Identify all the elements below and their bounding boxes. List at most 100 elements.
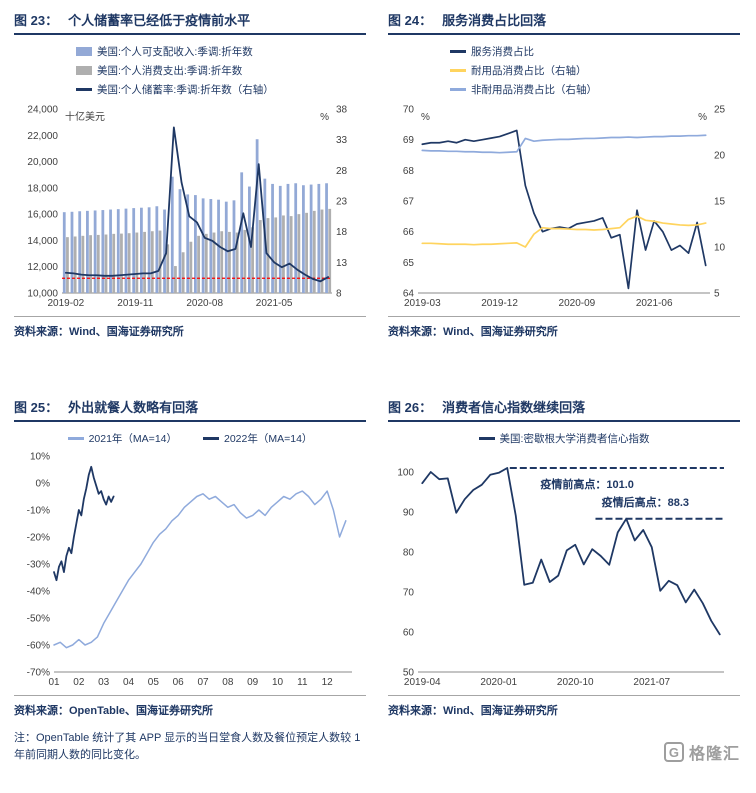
bar [228, 231, 231, 293]
y-axis-tick-label: -40% [27, 587, 50, 598]
bar [109, 209, 112, 293]
y-axis-tick-label: 50 [403, 668, 415, 679]
right-axis-unit-label: % [698, 112, 707, 123]
panel-fig23: 图 23： 个人储蓄率已经低于疫情前水平 美国:个人可支配收入:季调:折年数 美国… [14, 10, 366, 339]
y-axis-tick-label: 22,000 [27, 131, 58, 142]
panel-title-fig23: 图 23： 个人储蓄率已经低于疫情前水平 [14, 10, 366, 35]
figure-title: 消费者信心指数继续回落 [442, 400, 586, 415]
bar [282, 215, 285, 293]
bar [243, 229, 247, 293]
legend-swatch [450, 50, 466, 53]
y-axis-tick-label: -20% [27, 533, 50, 544]
bar [328, 208, 332, 293]
figure-number: 图 24： [388, 13, 433, 28]
bar [286, 183, 290, 293]
bar [189, 241, 193, 293]
chart-service-consumption-share: 64 65 66 67 68 69 70 5 10 15 20 25% % 2019-03 2019-12 2… [403, 105, 726, 310]
right-axis-tick-label: 10 [714, 243, 726, 254]
bar [120, 233, 123, 293]
bar [112, 233, 116, 293]
figure-number: 图 23： [14, 13, 59, 28]
page-footer: 注：OpenTable 统计了其 APP 显示的当日堂食人数及餐位预定人数较 1… [0, 718, 756, 764]
right-axis-unit-label: % [320, 112, 329, 123]
right-axis-tick-label: 28 [336, 166, 348, 177]
bar [101, 210, 105, 293]
x-axis-tick-label: 2019-11 [117, 298, 153, 309]
bar [274, 217, 278, 293]
chart-legend: 服务消费占比 耐用品消费占比（右轴） 非耐用品消费占比（右轴） [388, 44, 740, 97]
x-axis-tick-label: 11 [297, 677, 308, 688]
y-axis-tick-label: 69 [403, 135, 415, 146]
right-axis-tick-label: 33 [336, 135, 348, 146]
bar [294, 183, 298, 293]
source-text: OpenTable、国海证券研究所 [69, 705, 214, 717]
bar [81, 235, 85, 293]
x-axis-tick-label: 05 [148, 677, 160, 688]
annotation-label: 疫情前高点：101.0 [540, 477, 634, 491]
x-axis-tick-label: 01 [48, 677, 60, 688]
legend-item: 2021年（MA=14） [67, 431, 177, 446]
bar [104, 234, 108, 293]
bar [70, 211, 74, 293]
source-label: 资料来源： [14, 705, 69, 717]
legend-label: 服务消费占比 [471, 46, 534, 58]
legend-item: 2022年（MA=14） [203, 431, 312, 446]
charts-grid: 图 23： 个人储蓄率已经低于疫情前水平 美国:个人可支配收入:季调:折年数 美国… [14, 10, 740, 717]
bar [140, 207, 143, 293]
legend-swatch [450, 69, 466, 72]
panel-fig24: 图 24： 服务消费占比回落 服务消费占比 耐用品消费占比（右轴） 非耐用品消费占比… [388, 10, 740, 339]
bar [240, 172, 244, 293]
y-axis-tick-label: 64 [403, 289, 415, 300]
y-axis-tick-label: 60 [403, 628, 415, 639]
y-axis-tick-label: 16,000 [27, 210, 58, 221]
gelonghui-logo-text: 格隆汇 [688, 746, 740, 764]
bar [309, 184, 313, 293]
y-axis-tick-label: 66 [403, 227, 415, 238]
bar [93, 210, 97, 293]
chart-legend: 美国:个人可支配收入:季调:折年数 美国:个人消费支出:季调:折年数 美国:个人储蓄… [14, 44, 366, 97]
y-axis-tick-label: -70% [27, 668, 50, 679]
source-text: Wind、国海证券研究所 [443, 705, 558, 717]
legend-label: 2021年（MA=14） [88, 433, 177, 445]
bar [305, 212, 308, 293]
x-axis-tick-label: 2020-08 [186, 298, 223, 309]
figure-title: 个人储蓄率已经低于疫情前水平 [68, 13, 251, 28]
chart-legend: 2021年（MA=14） 2022年（MA=14） [14, 431, 366, 446]
legend-item: 美国:个人储蓄率:季调:折年数（右轴） [76, 82, 274, 97]
source-line: 资料来源：Wind、国海证券研究所 [388, 316, 740, 339]
bar [78, 211, 82, 293]
x-axis-tick-label: 02 [73, 677, 85, 688]
x-axis-tick-label: 03 [98, 677, 110, 688]
y-axis-tick-label: 67 [403, 197, 415, 208]
panel-title-fig25: 图 25： 外出就餐人数略有回落 [14, 397, 366, 422]
x-axis-tick-label: 2021-07 [633, 677, 670, 688]
y-axis-tick-label: 0% [36, 479, 51, 490]
x-axis-tick-label: 04 [123, 677, 135, 688]
y-axis-tick-label: 65 [403, 258, 415, 269]
bar [170, 176, 174, 293]
data-line [53, 465, 115, 582]
bar [220, 231, 224, 293]
bar [325, 183, 328, 293]
x-axis-tick-label: 2019-02 [48, 298, 85, 309]
x-axis-tick-label: 06 [173, 677, 185, 688]
legend-swatch [203, 437, 219, 440]
y-axis-tick-label: 68 [403, 166, 415, 177]
data-line [421, 215, 707, 248]
bar [232, 200, 236, 293]
right-axis-tick-label: 15 [714, 197, 726, 208]
source-label: 资料来源： [388, 705, 443, 717]
source-line: 资料来源：Wind、国海证券研究所 [14, 316, 366, 339]
x-axis-tick-label: 2020-09 [559, 298, 596, 309]
bar [289, 216, 293, 293]
bar [255, 139, 259, 293]
bar [89, 235, 92, 293]
bar [181, 252, 185, 293]
bar [86, 210, 89, 293]
y-axis-tick-label: -10% [27, 506, 50, 517]
bar [66, 237, 69, 293]
bar [317, 183, 321, 293]
bar [116, 209, 120, 293]
legend-swatch [76, 88, 92, 91]
legend-label: 美国:个人可支配收入:季调:折年数 [97, 46, 253, 58]
